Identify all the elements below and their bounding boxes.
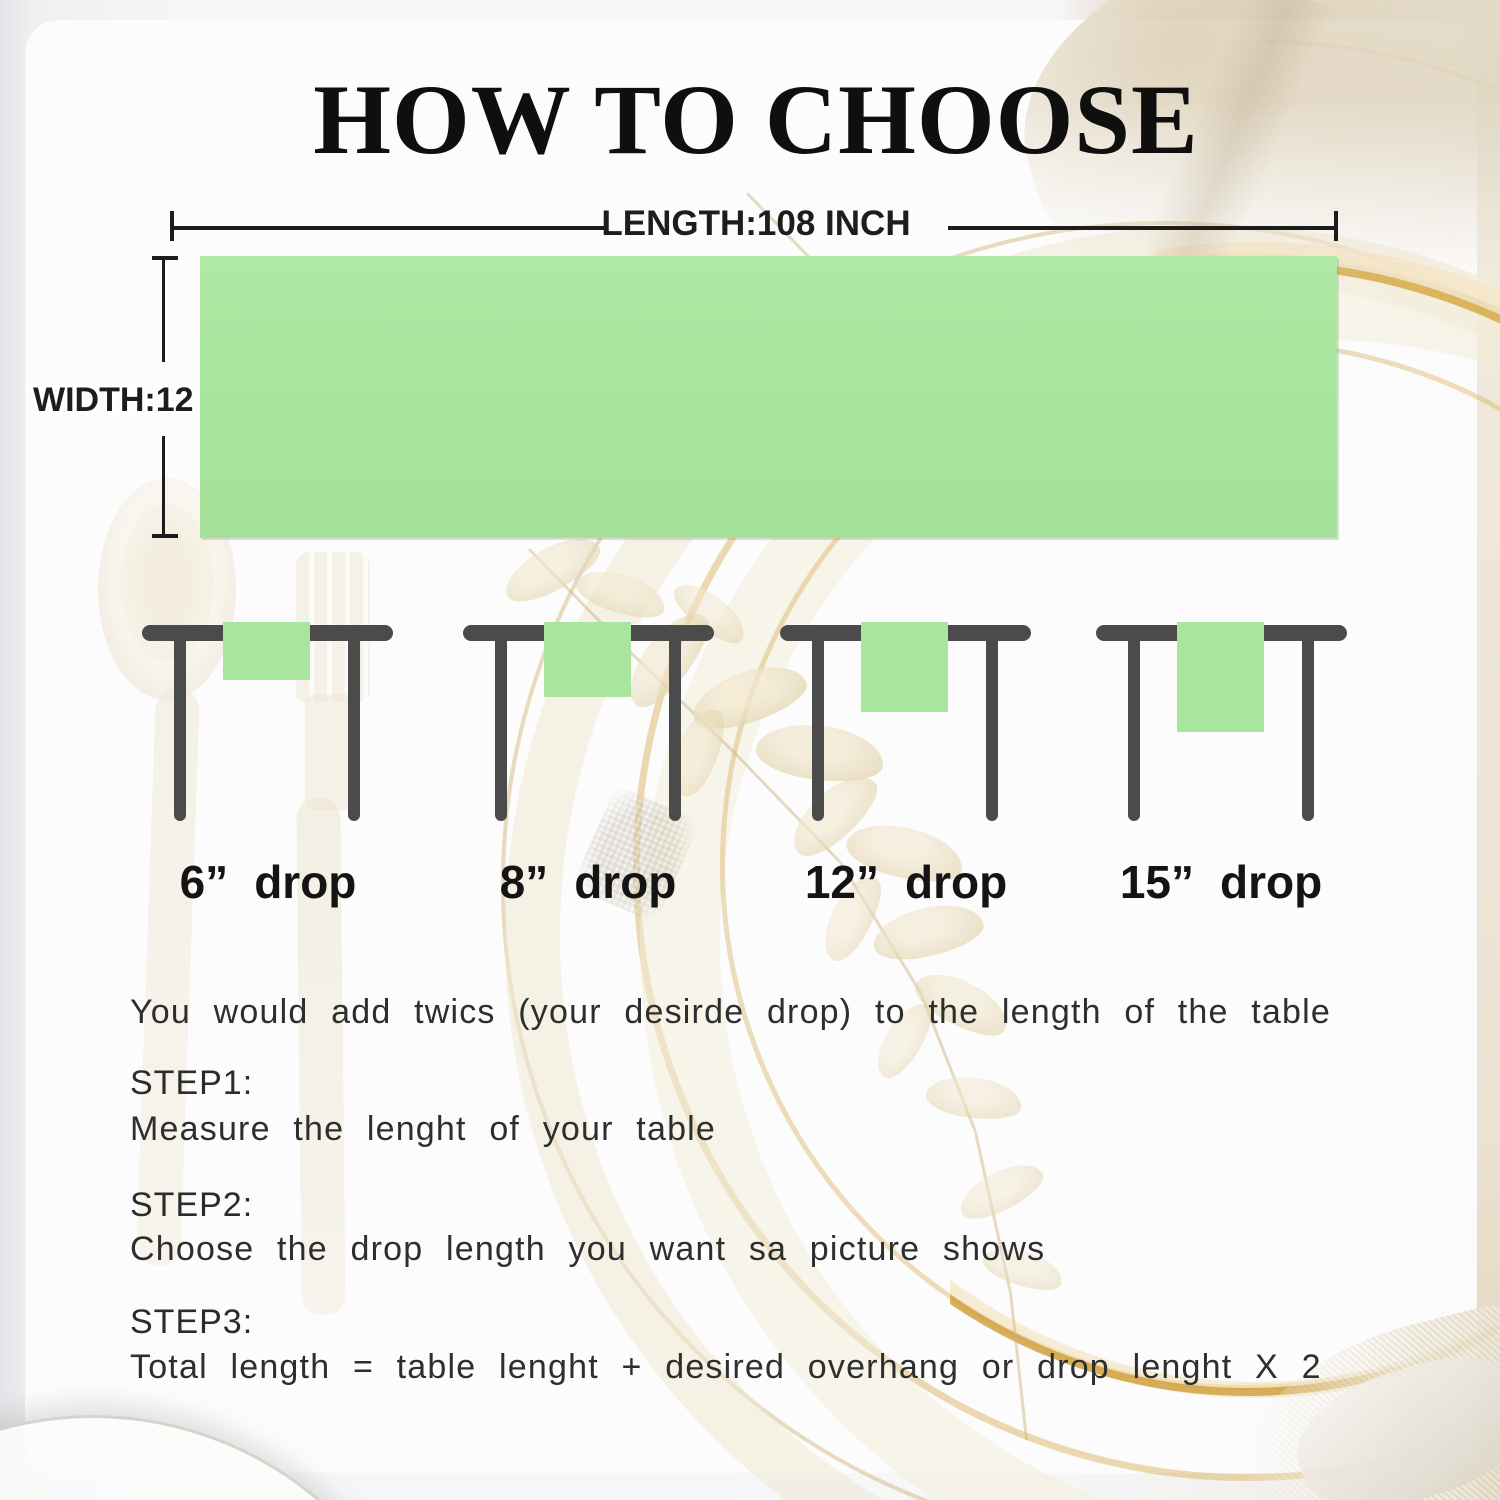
length-label: LENGTH:108 INCH <box>601 204 911 243</box>
step1-heading: STEP1: <box>130 1064 254 1102</box>
drop-size: 6” <box>179 856 229 908</box>
drop-unit: drop <box>904 856 1008 908</box>
page-title: HOW TO CHOOSE <box>313 64 1199 175</box>
drop-label-6: 6” drop <box>98 855 438 909</box>
instructions-intro: You would add twics (your desirde drop) … <box>130 993 1331 1031</box>
step1-text: Measure the lenght of your table <box>130 1110 717 1148</box>
runner-drop <box>1177 622 1264 732</box>
table-leg <box>174 639 186 821</box>
table-leg <box>986 639 998 821</box>
table-leg <box>812 639 824 821</box>
length-line-right-tick <box>1334 211 1338 241</box>
table-diagram-12-drop <box>780 622 1031 822</box>
width-line-upper-segment <box>162 260 165 362</box>
length-line-right-segment <box>948 226 1336 230</box>
drop-unit: drop <box>574 856 677 908</box>
table-diagram-8-drop <box>463 622 714 822</box>
table-leg <box>1302 639 1314 821</box>
drop-unit: drop <box>254 856 357 908</box>
length-line-left-segment <box>172 226 604 230</box>
step3-heading: STEP3: <box>130 1303 254 1341</box>
table-diagram-15-drop <box>1096 622 1347 822</box>
drop-label-8: 8” drop <box>418 855 758 909</box>
width-line-lower-segment <box>162 436 165 536</box>
drop-unit: drop <box>1219 856 1323 908</box>
width-line-bottom-tick <box>152 534 178 538</box>
table-leg <box>669 639 681 821</box>
width-line-top-tick <box>152 256 178 260</box>
table-runner-swatch <box>200 256 1337 538</box>
drop-size: 15” <box>1119 856 1194 908</box>
table-leg <box>495 639 507 821</box>
table-leg <box>348 639 360 821</box>
step3-text: Total length = table lenght + desired ov… <box>130 1348 1322 1386</box>
drop-label-15: 15” drop <box>1051 855 1391 909</box>
table-diagram-6-drop <box>142 622 393 822</box>
runner-drop <box>861 622 948 712</box>
step2-heading: STEP2: <box>130 1186 254 1224</box>
drop-label-12: 12” drop <box>736 855 1076 909</box>
runner-drop <box>544 622 631 697</box>
drop-size: 12” <box>804 856 879 908</box>
drop-size: 8” <box>499 856 549 908</box>
table-leg <box>1128 639 1140 821</box>
step2-text: Choose the drop length you want sa pictu… <box>130 1230 1046 1268</box>
runner-drop <box>223 622 310 680</box>
